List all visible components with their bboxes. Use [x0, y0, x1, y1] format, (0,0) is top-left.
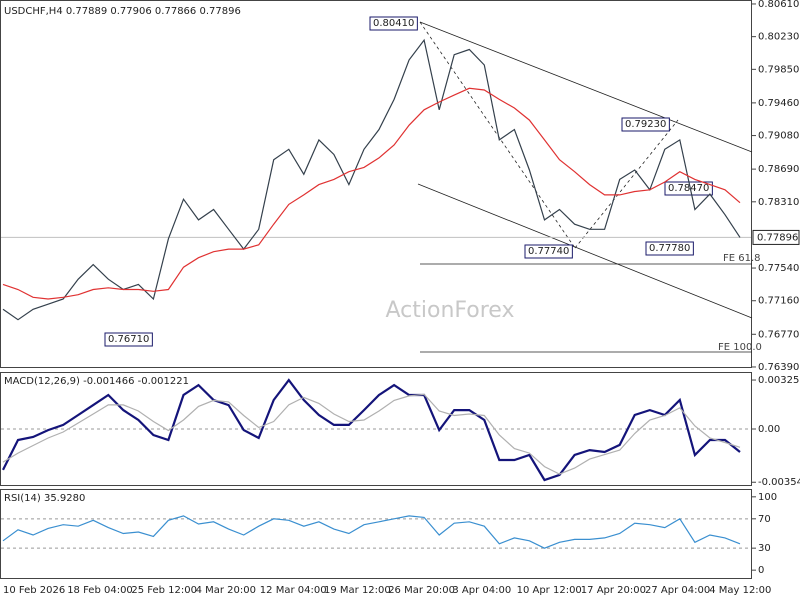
- y-tick-label: 0.00: [758, 424, 780, 435]
- x-tick-label: 17 Apr 20:00: [581, 585, 646, 596]
- annotation: 0.77740: [528, 246, 569, 257]
- annotation: 0.79230: [625, 119, 666, 130]
- y-tick-label: -0.00354: [758, 477, 800, 488]
- y-tick-label: 0: [758, 565, 764, 576]
- y-tick-label: 70: [758, 514, 771, 525]
- x-tick-label: 19 Mar 12:00: [324, 585, 391, 596]
- annotation: 0.78470: [668, 183, 709, 194]
- annotation: 0.80410: [373, 18, 414, 29]
- annotation-box: [645, 241, 694, 256]
- x-tick-label: 12 Mar 04:00: [260, 585, 327, 596]
- annotation: 0.76710: [108, 334, 149, 345]
- annotation: 0.77780: [649, 243, 690, 254]
- series-line: [2, 378, 741, 482]
- y-tick-label: 0.79460: [758, 98, 799, 109]
- x-tick-label: 18 Feb 04:00: [67, 585, 133, 596]
- x-tick-label: 4 Mar 20:00: [196, 585, 256, 596]
- panel-title: RSI(14) 35.9280: [4, 493, 85, 504]
- series-line: [2, 87, 741, 300]
- y-tick-label: 0.80610: [758, 0, 799, 10]
- x-tick-label: 10 Apr 12:00: [517, 585, 582, 596]
- x-tick-label: 4 May 12:00: [709, 585, 771, 596]
- y-tick-label: 0.78310: [758, 197, 799, 208]
- last-price-box: [752, 229, 800, 245]
- x-tick-label: 10 Feb 2026: [3, 585, 65, 596]
- y-tick-label: 0.76770: [758, 329, 799, 340]
- y-tick-label: 0.76390: [758, 362, 799, 373]
- macd-panel: [0, 372, 752, 486]
- y-tick-label: 0.79850: [758, 64, 799, 75]
- x-tick-label: 26 Mar 20:00: [388, 585, 455, 596]
- watermark: ActionForex: [386, 298, 515, 323]
- y-tick-label: 0.003256: [758, 375, 800, 386]
- annotation-box: [104, 332, 153, 347]
- x-tick-label: 27 Apr 04:00: [645, 585, 710, 596]
- annotation-box: [621, 117, 670, 132]
- last-price-label: 0.77896: [757, 232, 798, 243]
- trend-line: [419, 21, 753, 153]
- panel-title: USDCHF,H4 0.77889 0.77906 0.77866 0.7789…: [4, 6, 241, 17]
- annotation: FE 100.0: [718, 342, 762, 353]
- y-tick-label: 0.78690: [758, 164, 799, 175]
- price-panel: [0, 0, 752, 368]
- trend-line: [419, 21, 576, 249]
- y-tick-label: 0.77540: [758, 263, 799, 274]
- trend-line: [417, 183, 753, 319]
- x-tick-label: 3 Apr 04:00: [452, 585, 511, 596]
- series-line: [2, 38, 741, 321]
- series-line: [2, 393, 741, 475]
- y-tick-label: 100: [758, 492, 777, 503]
- annotation: FE 61.8: [723, 253, 761, 264]
- panel-title: MACD(12,26,9) -0.001466 -0.001221: [4, 376, 189, 387]
- y-tick-label: 0.77160: [758, 296, 799, 307]
- series-line: [2, 515, 741, 549]
- x-tick-label: 25 Feb 12:00: [131, 585, 197, 596]
- rsi-panel: [0, 489, 752, 579]
- annotation-box: [369, 16, 418, 31]
- y-tick-label: 30: [758, 543, 771, 554]
- annotation-box: [524, 244, 573, 259]
- y-tick-label: 0.80230: [758, 32, 799, 43]
- y-tick-label: 0.79080: [758, 131, 799, 142]
